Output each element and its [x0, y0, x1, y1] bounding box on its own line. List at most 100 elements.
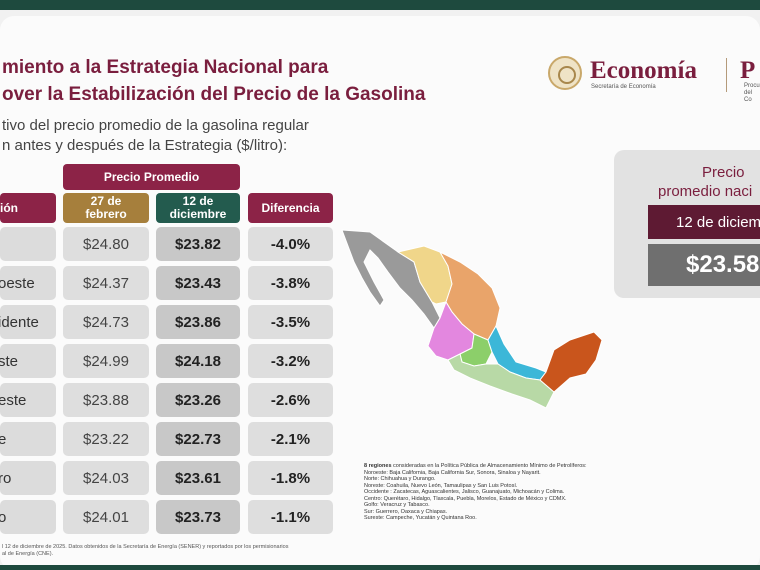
row-feb-price-cell: $24.37 [63, 266, 149, 300]
logo-divider [726, 58, 727, 92]
region-note-line: Sureste: Campeche, Yucatán y Quintana Ro… [364, 515, 477, 521]
row-feb-price-cell-text: $23.88 [83, 391, 129, 409]
row-difference-cell: -3.2% [248, 344, 333, 378]
row-feb-price-cell: $24.99 [63, 344, 149, 378]
row-difference-cell: -3.8% [248, 266, 333, 300]
row-difference-cell: -4.0% [248, 227, 333, 261]
col-header-diferencia: Diferencia [248, 193, 333, 223]
row-difference-cell-text: -2.6% [270, 391, 311, 409]
col-header-12-diciembre: 12 de diciembre [156, 193, 240, 223]
row-region-cell-text: este [0, 391, 27, 409]
region-note-line: Occidente : Zacatecas, Aguascalientes, J… [364, 489, 565, 495]
row-feb-price-cell: $23.88 [63, 383, 149, 417]
national-seal-icon [548, 56, 582, 90]
row-feb-price-cell: $24.80 [63, 227, 149, 261]
map-region-sureste [539, 331, 603, 393]
row-dic-price-cell: $23.61 [156, 461, 240, 495]
avg-price-date: 12 de diciemb [648, 205, 760, 239]
source-footnote: l 12 de diciembre de 2025. Datos obtenid… [2, 544, 352, 558]
row-dic-price-cell-text: $22.73 [175, 430, 221, 448]
row-feb-price-cell-text: $24.03 [83, 469, 129, 487]
footnote-line-2: al de Energía (CNE). [2, 551, 54, 557]
page-title: miento a la Estrategia Nacional para ove… [2, 54, 425, 108]
title-line-1: miento a la Estrategia Nacional para [2, 57, 329, 78]
row-feb-price-cell-text: $23.22 [83, 430, 129, 448]
row-dic-price-cell: $23.26 [156, 383, 240, 417]
avg-price-title: Precio promedio naci [622, 163, 760, 201]
row-difference-cell: -3.5% [248, 305, 333, 339]
row-region-cell: ste [0, 344, 56, 378]
second-logo-initial: P [740, 57, 756, 84]
row-dic-price-cell-text: $23.26 [175, 391, 221, 409]
regions-notes-heading-rest: consideradas en la Política Pública de A… [391, 463, 587, 469]
row-difference-cell-text: -2.1% [270, 430, 311, 448]
row-dic-price-cell-text: $23.61 [175, 469, 221, 487]
row-region-cell-text: ste [0, 352, 19, 370]
row-region-cell: ro [0, 461, 56, 495]
row-dic-price-cell: $23.82 [156, 227, 240, 261]
row-dic-price-cell-text: $24.18 [175, 352, 221, 370]
col-header-12-diciembre-label: 12 de diciembre [169, 194, 227, 221]
row-region-cell: idente [0, 305, 56, 339]
regions-notes-list: Noroeste: Baja California, Baja Californ… [364, 470, 614, 522]
row-feb-price-cell-text: $24.37 [83, 274, 129, 292]
region-note-line: Norte: Chihuahua y Durango. [364, 476, 436, 482]
row-difference-cell: -1.1% [248, 500, 333, 534]
subtitle-line-1: tivo del precio promedio de la gasolina … [2, 117, 309, 134]
row-region-cell-text: o [0, 508, 7, 526]
row-feb-price-cell-text: $24.80 [83, 235, 129, 253]
bottom-bar [0, 565, 760, 570]
group-header-precio-promedio: Precio Promedio [63, 164, 240, 190]
economia-logo-text: Economía [590, 57, 697, 84]
row-feb-price-cell: $24.73 [63, 305, 149, 339]
row-region-cell: este [0, 383, 56, 417]
row-dic-price-cell: $23.86 [156, 305, 240, 339]
row-region-cell-text: oeste [0, 274, 35, 292]
row-feb-price-cell: $24.03 [63, 461, 149, 495]
col-header-region: ión [0, 193, 56, 223]
mexico-regions-map [341, 229, 603, 409]
row-dic-price-cell-text: $23.86 [175, 313, 221, 331]
row-difference-cell-text: -3.5% [270, 313, 311, 331]
row-feb-price-cell: $23.22 [63, 422, 149, 456]
row-dic-price-cell: $22.73 [156, 422, 240, 456]
top-bar [0, 0, 760, 10]
row-difference-cell: -1.8% [248, 461, 333, 495]
row-feb-price-cell-text: $24.01 [83, 508, 129, 526]
regions-notes: 8 regiones consideradas en la Política P… [364, 463, 614, 522]
economia-logo-subtext: Secretaría de Economía [591, 84, 656, 90]
second-logo-subtext: Procu del Co [744, 83, 760, 104]
row-dic-price-cell: $23.43 [156, 266, 240, 300]
row-dic-price-cell-text: $23.43 [175, 274, 221, 292]
region-note-line: Noreste: Coahuila, Nuevo León, Tamaulipa… [364, 482, 518, 489]
title-line-2: over la Estabilización del Precio de la … [2, 84, 426, 105]
col-header-27-febrero: 27 de febrero [63, 193, 149, 223]
row-dic-price-cell-text: $23.73 [175, 508, 221, 526]
subtitle-line-2: n antes y después de la Estrategia ($/li… [2, 137, 288, 154]
regions-notes-heading: 8 regiones consideradas en la Política P… [364, 463, 614, 470]
row-region-cell-text: idente [0, 313, 39, 331]
avg-price-title-line-2: promedio naci [658, 183, 753, 200]
avg-price-title-line-1: Precio [702, 164, 745, 181]
row-difference-cell: -2.6% [248, 383, 333, 417]
row-dic-price-cell: $23.73 [156, 500, 240, 534]
col-header-27-febrero-label: 27 de febrero [85, 194, 127, 221]
row-feb-price-cell: $24.01 [63, 500, 149, 534]
row-region-cell-text: e [0, 430, 7, 448]
row-region-cell: o [0, 500, 56, 534]
row-region-cell [0, 227, 56, 261]
row-difference-cell-text: -1.8% [270, 469, 311, 487]
footnote-line-1: l 12 de diciembre de 2025. Datos obtenid… [2, 544, 289, 550]
row-difference-cell-text: -3.8% [270, 274, 311, 292]
region-note-line: Centro: Querétaro, Hidalgo, Tlaxcala, Pu… [364, 495, 567, 502]
row-region-cell: oeste [0, 266, 56, 300]
second-logo-subtext-line-2: del Co [744, 90, 753, 103]
row-feb-price-cell-text: $24.99 [83, 352, 129, 370]
regions-notes-heading-bold: 8 regiones [364, 463, 392, 469]
region-note-line: Noroeste: Baja California, Baja Californ… [364, 469, 541, 476]
row-difference-cell-text: -4.0% [270, 235, 311, 253]
row-region-cell-text: ro [0, 469, 12, 487]
avg-price-value: $23.58 [648, 244, 760, 286]
row-feb-price-cell-text: $24.73 [83, 313, 129, 331]
region-note-line: Golfo: Veracruz y Tabasco. [364, 502, 430, 508]
